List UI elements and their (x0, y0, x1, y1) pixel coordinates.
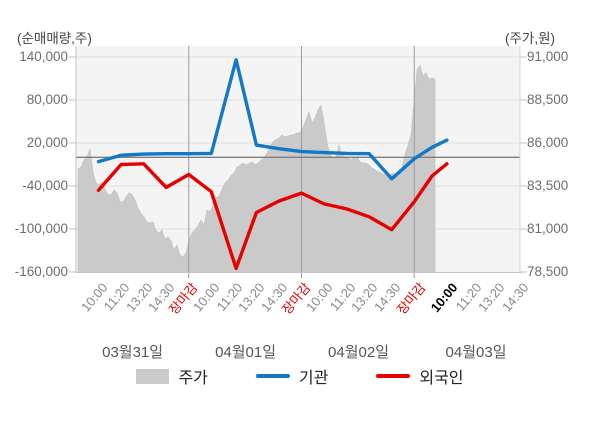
y-axis-label-right: 83,500 (527, 178, 569, 193)
institution-line-swatch (255, 374, 290, 378)
legend-label-price: 주가 (178, 370, 208, 387)
price-area (77, 64, 436, 273)
y-axis-label-left: 20,000 (26, 134, 68, 150)
y-axis-label-left: 140,000 (19, 48, 68, 64)
y-axis-label-right: 81,000 (527, 221, 569, 236)
legend: 주가 기관 외국인 (0, 364, 600, 388)
foreigner-line (96, 162, 449, 271)
y-axis-label-right: 91,000 (527, 49, 569, 64)
legend-label-institution: 기관 (298, 370, 329, 387)
date-label: 04월01일 (215, 344, 277, 361)
y-axis-label-right: 78,500 (527, 264, 569, 279)
y-axis-label-left: -160,000 (14, 263, 68, 279)
price-area-swatch (136, 368, 170, 384)
legend-item-institution: 기관 (255, 364, 329, 388)
legend-item-foreigner: 외국인 (376, 364, 464, 388)
legend-label-foreigner: 외국인 (419, 370, 464, 387)
y-axis-label-left: -40,000 (22, 177, 68, 193)
institution-line (96, 58, 449, 181)
foreigner-line-swatch (376, 374, 411, 378)
date-label: 04월03일 (445, 344, 507, 361)
date-label: 04월02일 (328, 344, 390, 361)
y-axis-label-right: 86,000 (527, 135, 569, 150)
date-label: 03월31일 (102, 344, 164, 361)
right-axis-title: (주가,원) (505, 31, 556, 46)
y-axis-label-left: -100,000 (14, 220, 68, 236)
left-axis-title: (순매매량,주) (17, 31, 92, 46)
y-axis-label-left: 80,000 (26, 91, 68, 107)
y-axis-label-right: 88,500 (527, 92, 569, 107)
legend-item-price: 주가 (136, 364, 208, 388)
